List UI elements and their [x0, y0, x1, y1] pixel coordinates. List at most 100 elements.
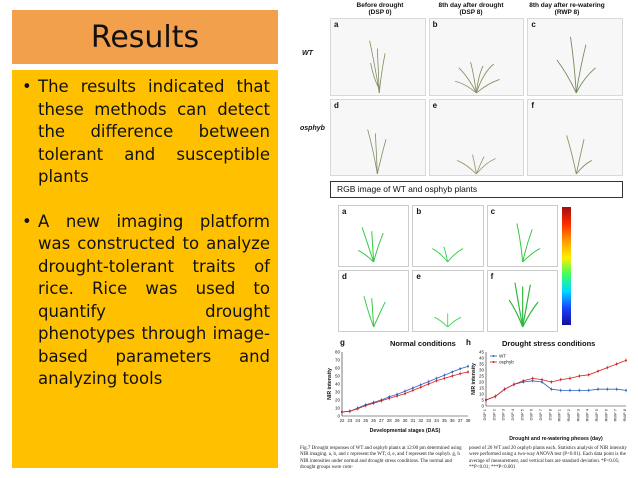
y-tick-label: 40	[479, 356, 485, 361]
rgb-panel: a	[330, 18, 426, 96]
rgb-panel: c	[527, 18, 623, 96]
data-point-osphyb	[443, 377, 446, 380]
data-point-WT	[459, 367, 462, 370]
data-point-osphyb	[459, 372, 462, 375]
x-tick-label: 33	[426, 418, 431, 423]
x-tick-label: 37	[458, 418, 463, 423]
x-axis-label: Developmental stages (DAS)	[370, 428, 441, 434]
data-point-WT	[606, 388, 609, 391]
y-tick-label: 30	[335, 390, 341, 395]
x-tick-label: 38	[466, 418, 471, 423]
data-point-WT	[451, 371, 454, 373]
nir-plant-image	[434, 313, 462, 328]
x-tick-label: 35	[442, 418, 447, 423]
x-tick-label: RWP 5	[594, 408, 599, 421]
x-tick-label: DSP 4	[510, 408, 515, 420]
data-point-osphyb	[372, 402, 375, 405]
data-point-osphyb	[569, 377, 571, 380]
y-tick-label: 35	[479, 362, 485, 367]
data-point-WT	[443, 374, 446, 377]
x-tick-label: DSP 7	[538, 408, 543, 420]
rgb-panel: b	[428, 18, 525, 96]
y-tick-label: 20	[335, 398, 341, 403]
rgb-caption: RGB image of WT and osphyb plants	[330, 181, 623, 198]
nir-panel: e	[412, 270, 484, 332]
data-point-WT	[578, 389, 581, 392]
chart-title: Normal conditions	[390, 339, 456, 348]
legend-label: osphyb	[499, 360, 514, 365]
x-tick-label: 26	[371, 418, 376, 423]
panel-label: a	[342, 207, 347, 216]
panel-label: b	[432, 20, 438, 29]
chart-panel-label: h	[466, 338, 471, 347]
data-point-osphyb	[541, 378, 543, 381]
bullet-text: The results indicated that these methods…	[38, 77, 270, 186]
x-tick-label: 36	[450, 418, 455, 423]
data-point-osphyb	[396, 395, 399, 397]
nir-panel: f	[486, 270, 558, 332]
nir-panel-grid: a b c d e f	[338, 205, 558, 332]
x-tick-label: 30	[403, 418, 408, 423]
column-header: 8th day after re-watering (RWP 8)	[529, 2, 605, 16]
bullet-dot: •	[22, 211, 32, 231]
nir-plant-image	[432, 246, 464, 263]
data-point-osphyb	[348, 410, 351, 413]
nir-panel: a	[338, 205, 410, 267]
x-tick-label: 34	[434, 418, 439, 423]
panel-label: b	[416, 207, 422, 216]
data-point-osphyb	[451, 375, 454, 377]
x-tick-label: DSP 1	[482, 408, 487, 420]
x-tick-label: 31	[410, 418, 415, 423]
figure-caption-col: posed of 20 WT and 20 osphyb plants each…	[469, 446, 627, 471]
data-point-osphyb	[597, 370, 599, 373]
x-tick-label: DSP 6	[529, 408, 534, 420]
nir-panel: b	[412, 205, 484, 267]
data-point-osphyb	[559, 378, 562, 381]
bullet-text: A new imaging platform was constructed t…	[38, 211, 270, 389]
chart-title: Drought stress conditions	[502, 339, 596, 348]
data-point-WT	[587, 389, 590, 392]
panel-label: f	[490, 272, 494, 281]
y-tick-label: 50	[335, 374, 341, 379]
x-tick-label: 28	[387, 418, 392, 423]
nir-panel: c	[486, 205, 558, 267]
rgb-panel: d	[330, 98, 426, 176]
y-axis-label: NIR intensity	[471, 363, 477, 395]
x-axis-label: Drought and re-watering pheses (day)	[509, 436, 603, 442]
x-tick-label: 23	[347, 418, 352, 423]
y-tick-label: 45	[479, 350, 485, 355]
data-point-WT	[411, 387, 414, 389]
chart-panel-label: g	[340, 338, 345, 347]
x-tick-label: RWP 4	[585, 408, 590, 421]
plant-image	[556, 36, 597, 94]
slide-title-box: Results	[12, 10, 278, 64]
data-point-osphyb	[615, 363, 618, 365]
data-point-osphyb	[411, 389, 414, 392]
y-tick-label: 40	[335, 382, 341, 387]
data-point-WT	[569, 389, 571, 392]
y-tick-label: 70	[335, 358, 341, 363]
panel-label: e	[432, 100, 438, 110]
data-point-osphyb	[522, 379, 525, 382]
bullet-list: • The results indicated that these metho…	[12, 70, 278, 468]
bullet-dot: •	[22, 77, 32, 96]
data-point-osphyb	[404, 392, 406, 395]
data-point-WT	[467, 365, 469, 368]
data-point-WT	[625, 389, 627, 392]
x-tick-label: DSP 3	[501, 408, 506, 420]
panel-label: c	[490, 207, 496, 216]
x-tick-label: RWP 3	[575, 408, 580, 421]
figure-caption: Fig.7 Drought responses of WT and osphyb…	[300, 446, 632, 472]
y-tick-label: 15	[479, 386, 485, 391]
plant-image	[456, 154, 496, 174]
data-point-WT	[419, 383, 422, 386]
nir-panel: d	[338, 270, 410, 332]
nir-plant-image	[363, 296, 386, 328]
data-point-WT	[615, 388, 618, 391]
plant-image	[369, 40, 386, 94]
x-tick-label: RWP 1	[557, 408, 562, 421]
data-point-osphyb	[364, 404, 367, 407]
data-point-osphyb	[513, 383, 515, 386]
data-point-osphyb	[356, 407, 359, 410]
